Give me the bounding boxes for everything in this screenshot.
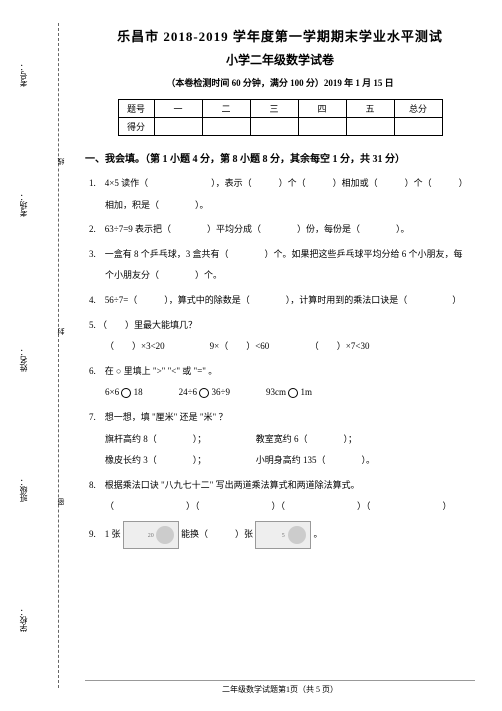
seal-mi: 密 [56, 498, 66, 505]
q7-l1: 旗杆高约 8（ ）； 教室宽约 6（ ）； [105, 429, 475, 451]
q4: 4. 56÷7=（ ），算式中的除数是（ ），计算时用到的乘法口诀是（ ） [89, 290, 475, 312]
th-3: 三 [250, 100, 298, 118]
q3-l2: 个小朋友分（ ）个。 [105, 265, 475, 287]
q7-l1a: 旗杆高约 8（ ）； [105, 434, 202, 444]
th-1: 一 [154, 100, 202, 118]
q7-l2b: 小明身高约 135（ ）。 [256, 455, 375, 465]
th-5: 五 [346, 100, 394, 118]
q7-t: 7. 想一想，填 "厘米" 还是 "米" ？ [89, 407, 475, 429]
section-1-heading: 一、我会填。（第 1 小题 4 分，第 8 小题 8 分，其余每空 1 分，共 … [85, 150, 475, 165]
q5: 5. （ ）里最大能填几？ （ ）×3<20 9×（ ）<60 （ ）×7<30 [89, 315, 475, 358]
seal-line: 线 [56, 158, 66, 165]
page-subtitle: 小学二年级数学试卷 [85, 51, 475, 68]
sc-t [394, 118, 442, 136]
page-meta: （本卷检测时间 60 分钟，满分 100 分）2019 年 1 月 15 日 [85, 76, 475, 89]
q1: 1. 4×5 读作（ ），表示（ ）个（ ）相加或（ ）个（ ） 相加，积是（ … [89, 173, 475, 216]
circle-icon [288, 388, 298, 398]
q9-b: 能换（ ）张 [181, 529, 253, 539]
q6-e3b: 1m [301, 387, 313, 397]
q8-t: 8. 根据乘法口诀 "八九七十二" 写出两道乘法算式和两道除法算式。 [89, 475, 475, 497]
side-name: 姓名： [18, 348, 29, 372]
q6-e1a: 6×6 [105, 387, 119, 397]
circle-icon [121, 388, 131, 398]
q6-e2b: 36÷9 [212, 387, 230, 397]
seal-feng: 封 [56, 328, 66, 335]
page-footer: 二年级数学试题第1页（共 5 页） [85, 680, 475, 695]
side-class: 班级： [18, 478, 29, 502]
th-4: 四 [298, 100, 346, 118]
sc-2 [202, 118, 250, 136]
money-5-icon: 5 [255, 521, 311, 549]
sc-4 [298, 118, 346, 136]
q6-e2a: 24÷6 [179, 387, 197, 397]
q6-e: 6×6 18 24÷6 36÷9 93cm 1m [105, 382, 475, 404]
th-num: 题号 [118, 100, 154, 118]
score-table: 题号 一 二 三 四 五 总分 得分 [118, 99, 443, 136]
q1-l2: 相加，积是（ ）。 [105, 195, 475, 217]
q6-e1b: 18 [134, 387, 143, 397]
money-20-icon: 20 [123, 521, 179, 549]
q8-l: （ ）（ ）（ ）（ ） [105, 496, 475, 518]
side-room: 考场： [18, 193, 29, 217]
q1-l1: 1. 4×5 读作（ ），表示（ ）个（ ）相加或（ ）个（ ） [89, 173, 475, 195]
q3-l1: 3. 一盒有 8 个乒乓球，3 盒共有（ ）个。如果把这些乒乓球平均分给 6 个… [89, 244, 475, 266]
sc-5 [346, 118, 394, 136]
side-exam-no: 考号： [18, 63, 29, 87]
q7-l1b: 教室宽约 6（ ）； [256, 434, 357, 444]
q5-e: （ ）×3<20 9×（ ）<60 （ ）×7<30 [105, 336, 475, 358]
tr-score: 得分 [118, 118, 154, 136]
q8: 8. 根据乘法口诀 "八九七十二" 写出两道乘法算式和两道除法算式。 （ ）（ … [89, 475, 475, 518]
sc-1 [154, 118, 202, 136]
circle-icon [199, 388, 209, 398]
th-2: 二 [202, 100, 250, 118]
q3: 3. 一盒有 8 个乒乓球，3 盒共有（ ）个。如果把这些乒乓球平均分给 6 个… [89, 244, 475, 287]
page-title: 乐昌市 2018-2019 学年度第一学期期末学业水平测试 [85, 26, 475, 45]
q6-e3a: 93cm [266, 387, 286, 397]
q9-a: 9. 1 张 [89, 529, 121, 539]
q5-t: 5. （ ）里最大能填几？ [89, 315, 475, 337]
q6: 6. 在 ○ 里填上 ">" "<" 或 "=" 。 6×6 18 24÷6 3… [89, 361, 475, 404]
q9-c: 。 [314, 529, 323, 539]
q7-l2: 橡皮长约 3（ ）； 小明身高约 135（ ）。 [105, 450, 475, 472]
q7: 7. 想一想，填 "厘米" 还是 "米" ？ 旗杆高约 8（ ）； 教室宽约 6… [89, 407, 475, 472]
sc-3 [250, 118, 298, 136]
q6-t: 6. 在 ○ 里填上 ">" "<" 或 "=" 。 [89, 361, 475, 383]
q7-l2a: 橡皮长约 3（ ）； [105, 455, 202, 465]
side-school: 学校： [18, 608, 29, 632]
q9: 9. 1 张 20 能换（ ）张 5 。 [89, 521, 475, 549]
th-total: 总分 [394, 100, 442, 118]
q2: 2. 63÷7=9 表示把（ ）平均分成（ ）份，每份是（ ）。 [89, 219, 475, 241]
